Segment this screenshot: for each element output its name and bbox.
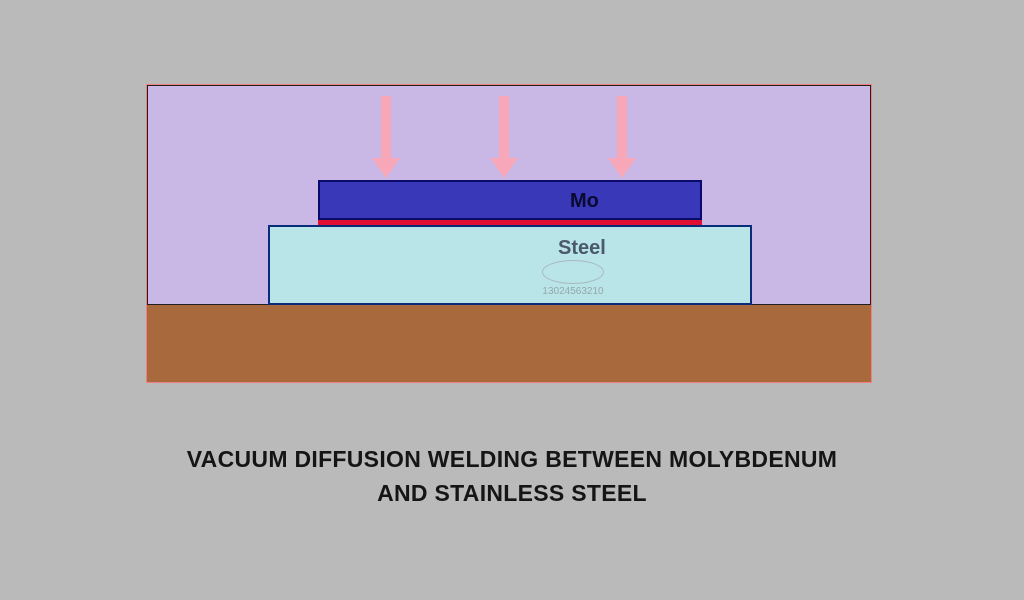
steel-block [268, 225, 752, 305]
steel-label: Steel [558, 237, 606, 260]
mo-label: Mo [570, 190, 599, 213]
caption-line-2: AND STAINLESS STEEL [0, 480, 1024, 507]
pressure-arrow-icon [490, 96, 518, 178]
pressure-arrow-icon [372, 96, 400, 178]
molybdenum-block [318, 180, 702, 220]
pressure-arrow-icon [608, 96, 636, 178]
watermark-number: 13024563210 [542, 286, 604, 297]
base-plate [147, 305, 871, 382]
watermark: 13024563210 [542, 260, 604, 297]
caption-line-1: VACUUM DIFFUSION WELDING BETWEEN MOLYBDE… [0, 446, 1024, 473]
